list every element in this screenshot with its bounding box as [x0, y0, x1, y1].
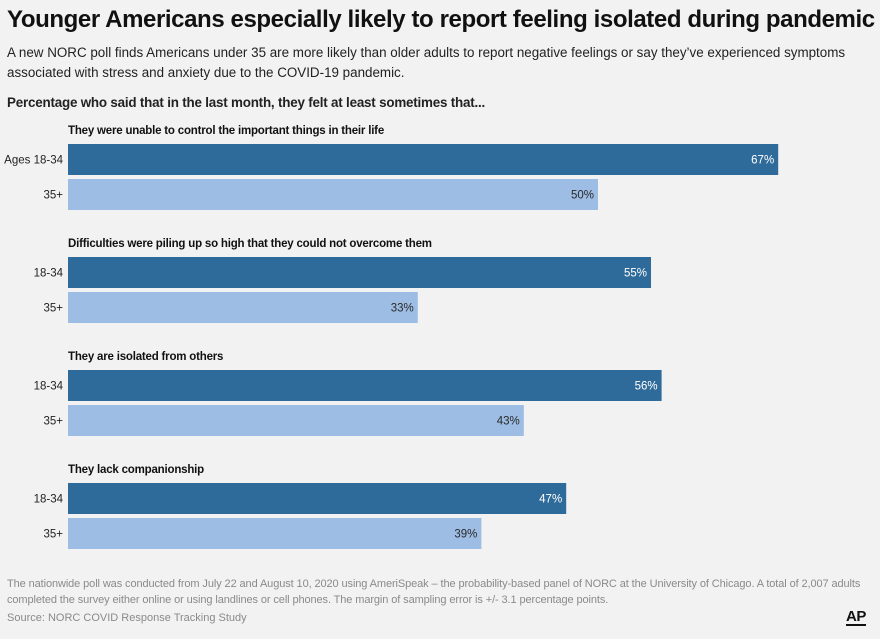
chart-title: Younger Americans especially likely to r… [7, 6, 875, 33]
bar-18-34 [68, 257, 651, 288]
bar-35-plus [68, 179, 598, 210]
bar-axis-label: 35+ [43, 529, 63, 541]
bar-18-34 [68, 144, 779, 175]
bar-value-label: 33% [391, 303, 414, 315]
bar-axis-label: 35+ [43, 190, 63, 202]
bar-value-label: 55% [624, 268, 647, 280]
bar-value-label: 56% [635, 381, 658, 393]
bar-axis-label: 18-34 [34, 494, 64, 506]
bar-chart: They were unable to control the importan… [4, 125, 779, 549]
category-label: They lack companionship [68, 464, 204, 476]
bar-35-plus [68, 292, 418, 323]
bar-35-plus [68, 405, 524, 436]
chart-subtitle: A new NORC poll finds Americans under 35… [7, 45, 846, 80]
bar-35-plus [68, 518, 482, 549]
category-label: They were unable to control the importan… [68, 125, 384, 137]
category-label: They are isolated from others [68, 351, 223, 363]
source-note: Source: NORC COVID Response Tracking Stu… [7, 612, 247, 624]
bar-18-34 [68, 483, 567, 514]
bar-axis-label: 35+ [43, 416, 63, 428]
bar-18-34 [68, 370, 662, 401]
category-label: Difficulties were piling up so high that… [68, 238, 432, 250]
bar-value-label: 43% [497, 416, 520, 428]
bar-axis-label: Ages 18-34 [4, 155, 63, 167]
bar-axis-label: 18-34 [34, 381, 64, 393]
footnote: The nationwide poll was conducted from J… [7, 578, 861, 606]
bar-value-label: 39% [454, 529, 477, 541]
bar-value-label: 67% [751, 155, 774, 167]
bar-axis-label: 18-34 [34, 268, 64, 280]
bar-axis-label: 35+ [43, 303, 63, 315]
bar-value-label: 50% [571, 190, 594, 202]
bar-value-label: 47% [539, 494, 562, 506]
ap-logo: AP [846, 608, 866, 626]
chart-question: Percentage who said that in the last mon… [7, 95, 486, 110]
